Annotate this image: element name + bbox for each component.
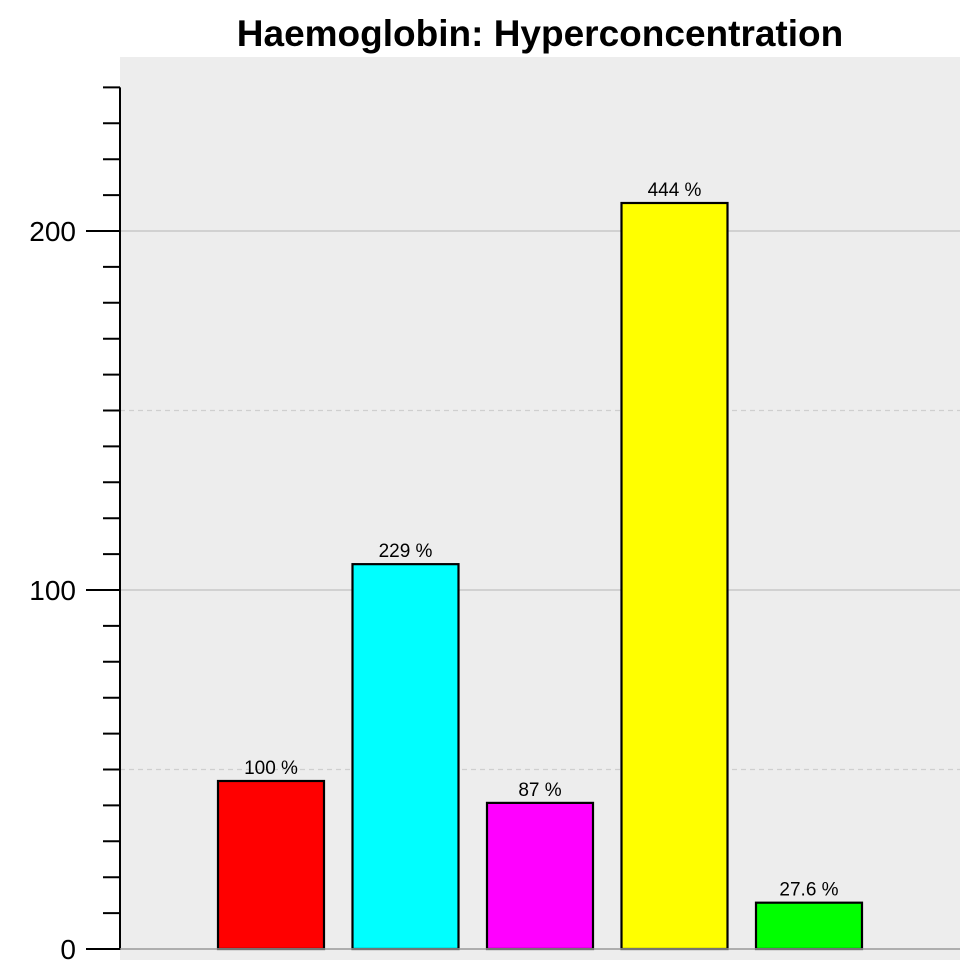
bar [485, 801, 595, 951]
y-axis: 0 100 200 [29, 86, 960, 960]
bar-value-label: 27.6 % [779, 880, 838, 901]
bar [351, 563, 460, 951]
y-tick-label: 200 [29, 216, 76, 247]
y-tick-label: 100 [29, 575, 76, 606]
y-tick-label: 0 [60, 934, 76, 960]
data-labels: 100 % 229 % 87 % 444 % 27.6 % [244, 180, 839, 901]
bar-value-label: 229 % [379, 541, 433, 562]
bar-value-label: 100 % [244, 758, 298, 779]
bar-value-label: 87 % [518, 780, 561, 801]
chart-title: Haemoglobin: Hyperconcentration [237, 13, 843, 54]
bar [754, 901, 864, 951]
bar-value-label: 444 % [648, 180, 702, 201]
bar [620, 201, 729, 951]
bar [216, 779, 326, 951]
grid-lines [120, 230, 960, 771]
